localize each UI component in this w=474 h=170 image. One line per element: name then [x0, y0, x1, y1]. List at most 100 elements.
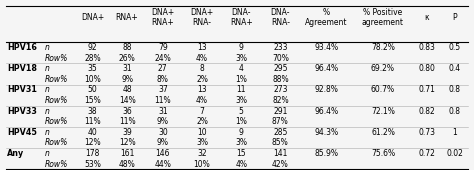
- Text: 28%: 28%: [84, 54, 101, 63]
- Text: 38: 38: [88, 107, 97, 116]
- Text: 72.1%: 72.1%: [371, 107, 395, 116]
- Text: 15: 15: [237, 149, 246, 158]
- Text: 10%: 10%: [84, 75, 101, 84]
- Text: 13: 13: [197, 85, 207, 94]
- Text: 39: 39: [122, 128, 132, 137]
- Text: 2%: 2%: [196, 75, 208, 84]
- Text: 0.82: 0.82: [419, 107, 435, 116]
- Text: 48%: 48%: [118, 159, 136, 168]
- Text: 10: 10: [197, 128, 207, 137]
- Text: 96.4%: 96.4%: [314, 107, 338, 116]
- Text: 12%: 12%: [84, 138, 101, 147]
- Text: 11%: 11%: [155, 96, 171, 105]
- Text: 3%: 3%: [235, 138, 247, 147]
- Text: 0.02: 0.02: [447, 149, 463, 158]
- Text: DNA-
RNA+: DNA- RNA+: [230, 8, 253, 27]
- Text: 4: 4: [239, 64, 244, 73]
- Text: 32: 32: [197, 149, 207, 158]
- Text: 93.4%: 93.4%: [314, 43, 338, 52]
- Text: 11%: 11%: [119, 117, 136, 126]
- Text: 9%: 9%: [157, 138, 169, 147]
- Text: 9: 9: [239, 43, 244, 52]
- Text: Row%: Row%: [45, 159, 68, 168]
- Text: n: n: [45, 149, 50, 158]
- Text: 37: 37: [158, 85, 168, 94]
- Text: 11: 11: [237, 85, 246, 94]
- Text: n: n: [45, 43, 50, 52]
- Text: DNA+
RNA+: DNA+ RNA+: [151, 8, 174, 27]
- Text: 273: 273: [273, 85, 288, 94]
- Text: HPV18: HPV18: [7, 64, 37, 73]
- Text: 13: 13: [197, 43, 207, 52]
- Text: 295: 295: [273, 64, 288, 73]
- Text: 26%: 26%: [118, 54, 136, 63]
- Text: 0.72: 0.72: [419, 149, 436, 158]
- Text: Row%: Row%: [45, 96, 68, 105]
- Text: 291: 291: [273, 107, 288, 116]
- Text: P: P: [452, 13, 457, 22]
- Text: 85.9%: 85.9%: [314, 149, 338, 158]
- Text: 40: 40: [88, 128, 97, 137]
- Text: 42%: 42%: [272, 159, 289, 168]
- Text: 141: 141: [273, 149, 288, 158]
- Text: 78.2%: 78.2%: [371, 43, 395, 52]
- Text: 92: 92: [88, 43, 97, 52]
- Text: Row%: Row%: [45, 138, 68, 147]
- Text: 48: 48: [122, 85, 132, 94]
- Text: Row%: Row%: [45, 117, 68, 126]
- Text: 87%: 87%: [272, 117, 289, 126]
- Text: 85%: 85%: [272, 138, 289, 147]
- Text: 146: 146: [155, 149, 170, 158]
- Text: 35: 35: [88, 64, 97, 73]
- Text: HPV31: HPV31: [7, 85, 37, 94]
- Text: 5: 5: [239, 107, 244, 116]
- Text: 4%: 4%: [196, 96, 208, 105]
- Text: 60.7%: 60.7%: [371, 85, 395, 94]
- Text: 12%: 12%: [119, 138, 136, 147]
- Text: 285: 285: [273, 128, 288, 137]
- Text: 30: 30: [158, 128, 168, 137]
- Text: 9%: 9%: [157, 117, 169, 126]
- Text: 0.4: 0.4: [449, 64, 461, 73]
- Text: 50: 50: [88, 85, 97, 94]
- Text: RNA+: RNA+: [116, 13, 138, 22]
- Text: 1%: 1%: [235, 117, 247, 126]
- Text: 3%: 3%: [235, 54, 247, 63]
- Text: Any: Any: [7, 149, 24, 158]
- Text: 2%: 2%: [196, 117, 208, 126]
- Text: 94.3%: 94.3%: [314, 128, 338, 137]
- Text: n: n: [45, 107, 50, 116]
- Text: 82%: 82%: [272, 96, 289, 105]
- Text: 0.8: 0.8: [449, 107, 461, 116]
- Text: 4%: 4%: [235, 159, 247, 168]
- Text: 88: 88: [122, 43, 132, 52]
- Text: 79: 79: [158, 43, 168, 52]
- Text: 8: 8: [200, 64, 204, 73]
- Text: 0.73: 0.73: [419, 128, 436, 137]
- Text: 0.71: 0.71: [419, 85, 436, 94]
- Text: 27: 27: [158, 64, 168, 73]
- Text: 70%: 70%: [272, 54, 289, 63]
- Text: HPV45: HPV45: [7, 128, 37, 137]
- Text: 44%: 44%: [155, 159, 171, 168]
- Text: 7: 7: [200, 107, 204, 116]
- Text: 31: 31: [158, 107, 168, 116]
- Text: n: n: [45, 128, 50, 137]
- Text: 61.2%: 61.2%: [371, 128, 395, 137]
- Text: 53%: 53%: [84, 159, 101, 168]
- Text: 1%: 1%: [235, 75, 247, 84]
- Text: 9%: 9%: [121, 75, 133, 84]
- Text: Row%: Row%: [45, 54, 68, 63]
- Text: n: n: [45, 64, 50, 73]
- Text: 161: 161: [120, 149, 134, 158]
- Text: 178: 178: [85, 149, 100, 158]
- Text: 24%: 24%: [155, 54, 171, 63]
- Text: 0.83: 0.83: [419, 43, 436, 52]
- Text: 0.5: 0.5: [449, 43, 461, 52]
- Text: Row%: Row%: [45, 75, 68, 84]
- Text: DNA+
RNA-: DNA+ RNA-: [191, 8, 214, 27]
- Text: 92.8%: 92.8%: [315, 85, 338, 94]
- Text: 9: 9: [239, 128, 244, 137]
- Text: DNA-
RNA-: DNA- RNA-: [271, 8, 290, 27]
- Text: 3%: 3%: [235, 96, 247, 105]
